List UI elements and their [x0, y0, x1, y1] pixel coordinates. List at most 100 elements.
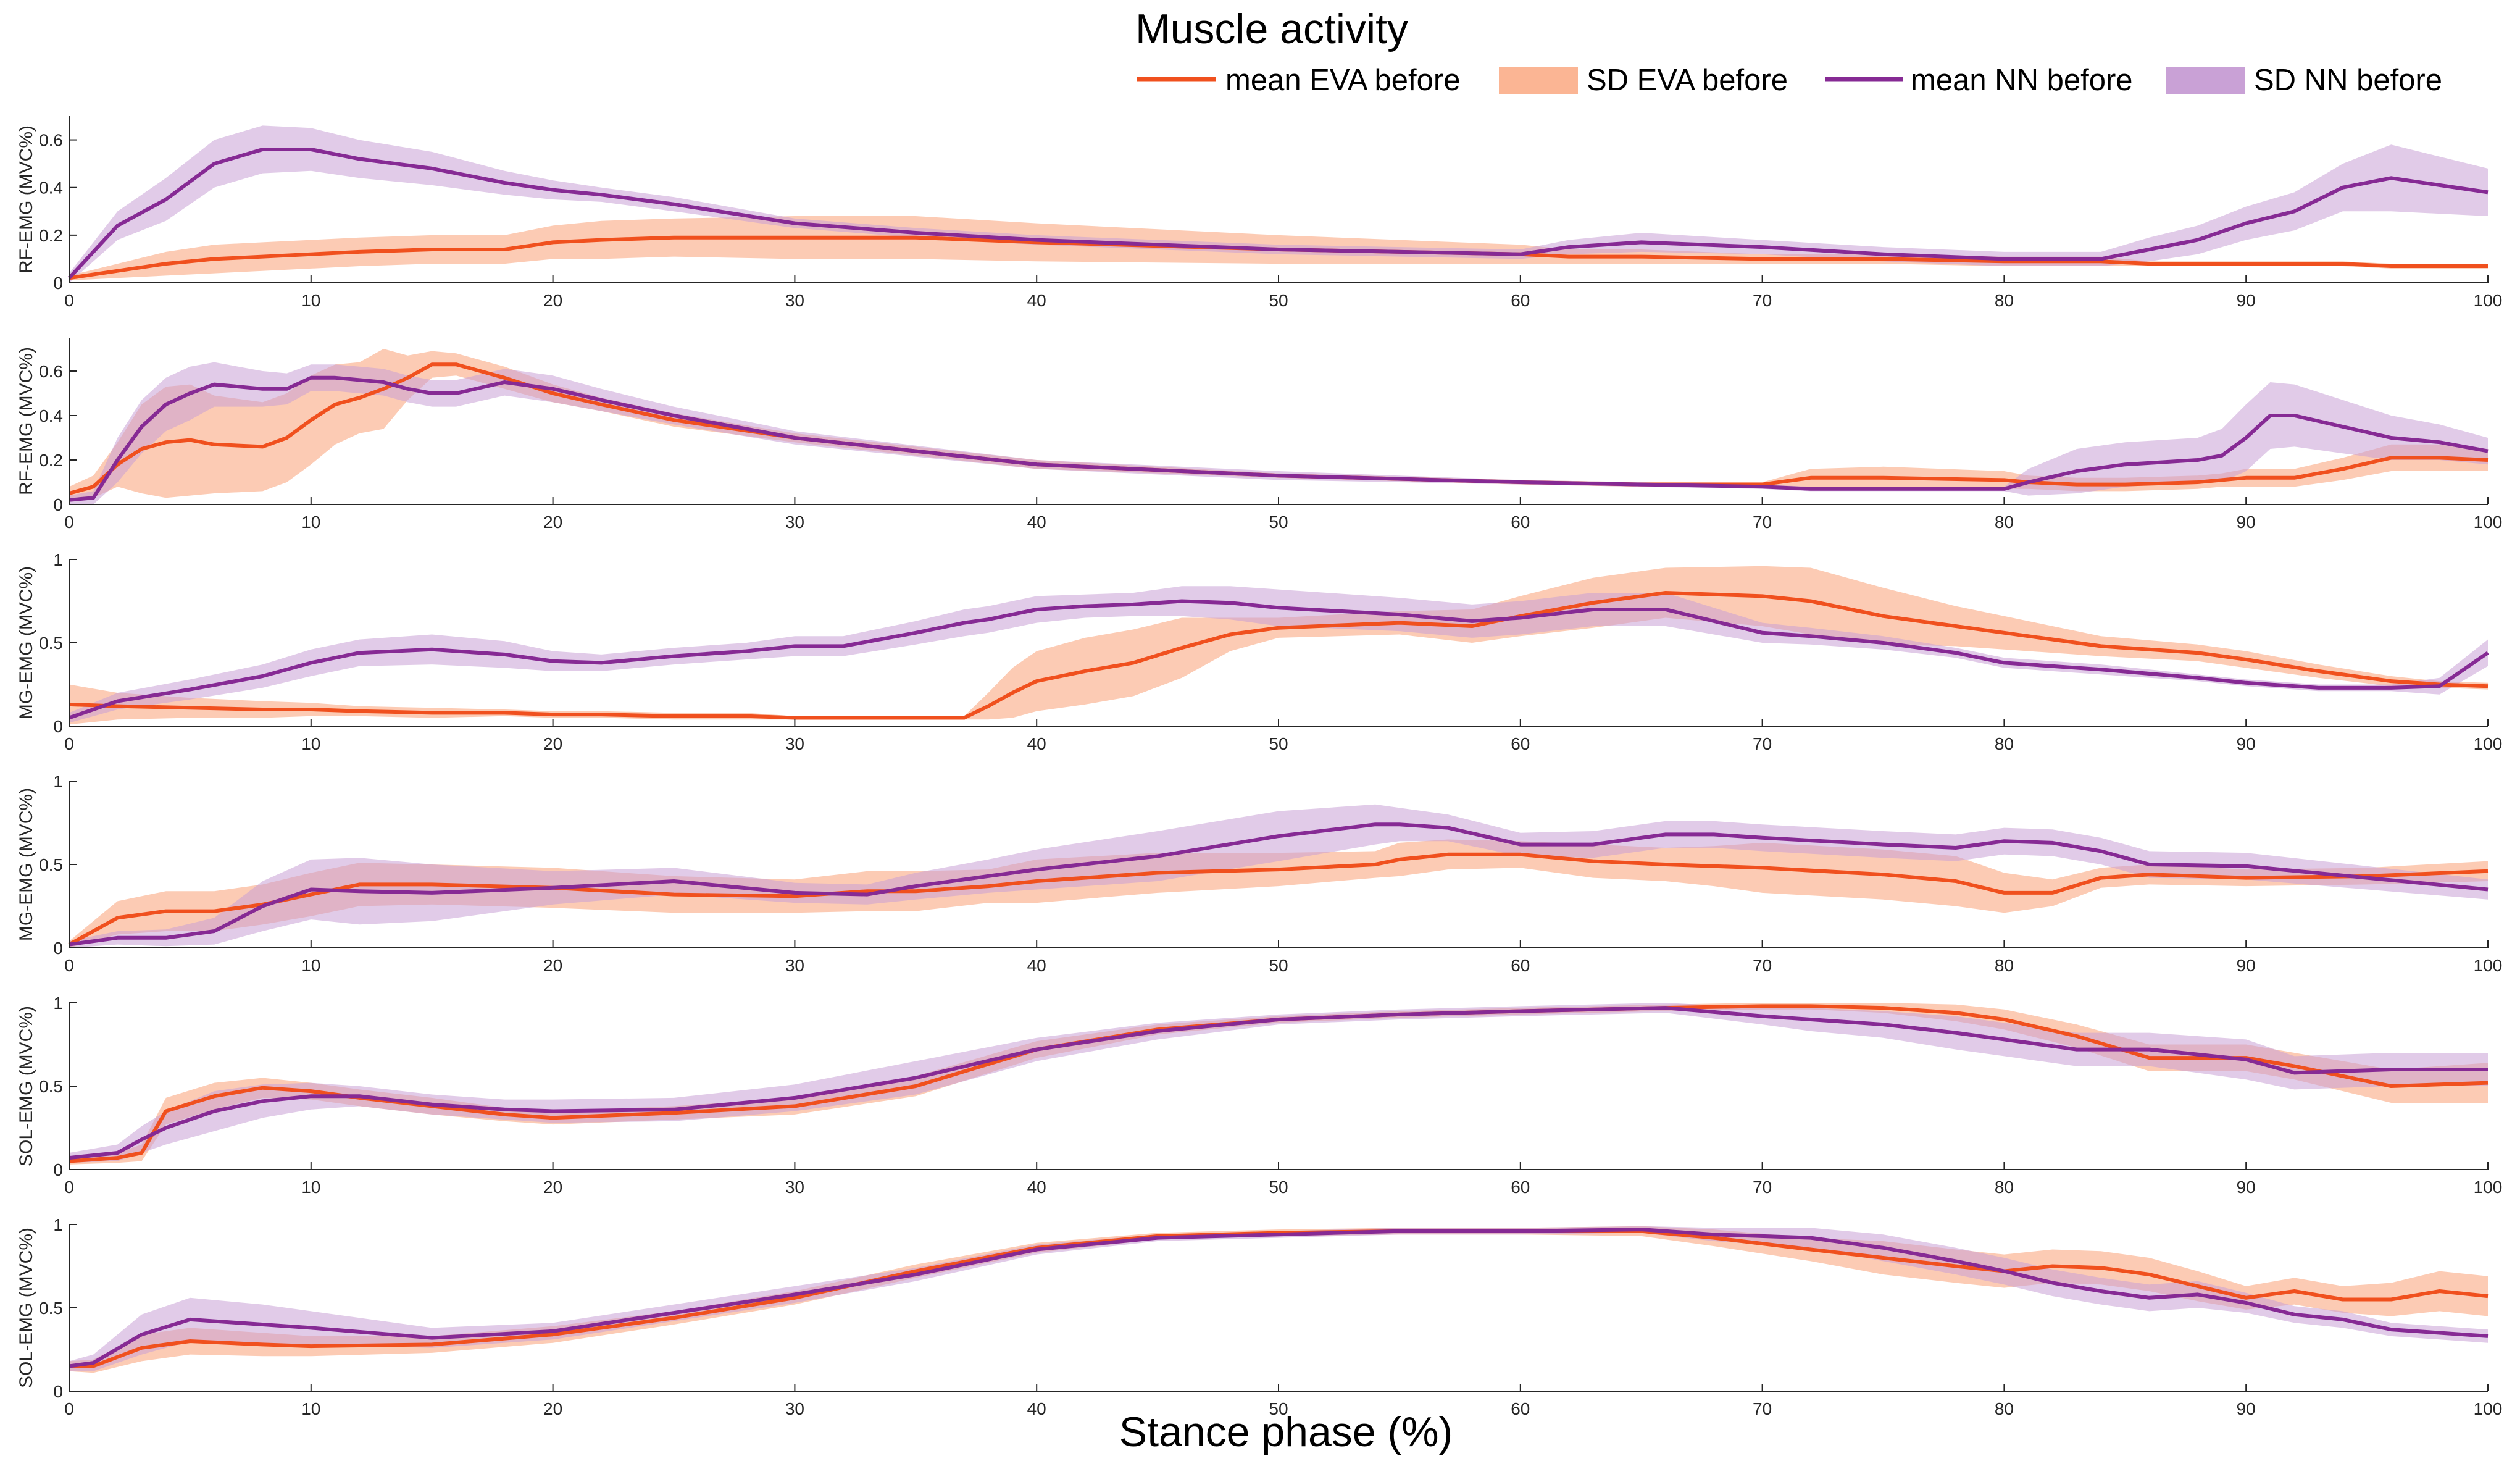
- x-tick-label: 0: [64, 956, 74, 975]
- x-tick-label: 90: [2237, 291, 2256, 310]
- mean-nn-line: [69, 1006, 2488, 1160]
- x-tick-label: 40: [1027, 291, 1046, 310]
- x-tick-label: 20: [543, 291, 562, 310]
- x-tick-label: 60: [1511, 734, 1530, 753]
- x-tick-label: 100: [2474, 1178, 2503, 1197]
- x-tick-label: 100: [2474, 1399, 2503, 1418]
- x-tick-label: 50: [1269, 956, 1288, 975]
- legend-label-mean-nn: mean NN before: [1911, 64, 2133, 97]
- y-tick-label: 1: [53, 1215, 63, 1234]
- y-tick-label: 0.2: [39, 451, 63, 470]
- mean-nn-line: [67, 148, 2489, 280]
- y-tick-label: 0: [53, 274, 63, 293]
- x-tick-label: 100: [2474, 291, 2503, 310]
- x-tick-label: 70: [1753, 734, 1772, 753]
- x-tick-label: 30: [785, 1399, 804, 1418]
- x-tick-label: 10: [301, 734, 320, 753]
- legend: mean EVA before SD EVA before mean NN be…: [1137, 64, 2442, 97]
- y-tick-label: 0.2: [39, 226, 63, 245]
- legend-label-mean-eva: mean EVA before: [1225, 64, 1460, 97]
- sd-eva-band: [69, 566, 2488, 725]
- x-tick-label: 60: [1511, 1399, 1530, 1418]
- sd-eva-band: [69, 1226, 2488, 1373]
- x-tick-label: 0: [64, 513, 74, 532]
- mean-eva-line: [69, 591, 2489, 720]
- sd-nn-band: [69, 586, 2488, 723]
- x-tick-label: 20: [543, 734, 562, 753]
- sd-eva-band: [69, 1003, 2488, 1165]
- chart-title: Muscle activity: [1135, 6, 1408, 52]
- legend-label-sd-nn: SD NN before: [2254, 64, 2442, 97]
- x-tick-label: 50: [1269, 513, 1288, 532]
- x-tick-label: 50: [1269, 1399, 1288, 1418]
- x-tick-label: 90: [2237, 734, 2256, 753]
- x-tick-label: 30: [785, 513, 804, 532]
- x-tick-label: 70: [1753, 956, 1772, 975]
- x-tick-label: 50: [1269, 1178, 1288, 1197]
- x-tick-label: 20: [543, 956, 562, 975]
- x-tick-label: 40: [1027, 1399, 1046, 1418]
- x-tick-label: 20: [543, 1399, 562, 1418]
- subplot-2: 0 0.2 0.4 0.6 0 10 20 30 40 50 60 70 80 90 100 RF-EMG (…: [16, 338, 2502, 532]
- x-tick-label: 80: [1995, 291, 2014, 310]
- x-tick-label: 30: [785, 734, 804, 753]
- sd-eva-band: [69, 349, 2488, 500]
- y-axis-label: MG-EMG (MVC%): [16, 566, 36, 719]
- y-tick-label: 1: [53, 772, 63, 791]
- mean-nn-line: [69, 375, 2489, 502]
- x-tick-label: 60: [1511, 956, 1530, 975]
- x-tick-label: 20: [543, 1178, 562, 1197]
- y-tick-label: 0.6: [39, 362, 63, 381]
- mean-eva-line: [69, 1004, 2489, 1163]
- y-tick-label: 0.6: [39, 131, 63, 150]
- y-axis-label: RF-EMG (MVC%): [16, 347, 36, 495]
- x-tick-label: 50: [1269, 291, 1288, 310]
- x-tick-label: 30: [785, 291, 804, 310]
- mean-nn-line: [69, 1228, 2489, 1368]
- x-tick-label: 10: [301, 1399, 320, 1418]
- mean-nn-line: [69, 822, 2489, 947]
- y-axis-label: SOL-EMG (MVC%): [16, 1228, 36, 1388]
- y-axis-label: SOL-EMG (MVC%): [16, 1006, 36, 1166]
- x-tick-label: 40: [1027, 513, 1046, 532]
- y-tick-label: 0: [53, 717, 63, 736]
- y-tick-label: 0.5: [39, 634, 63, 653]
- x-tick-label: 40: [1027, 956, 1046, 975]
- x-tick-label: 90: [2237, 1399, 2256, 1418]
- x-tick-label: 40: [1027, 734, 1046, 753]
- y-tick-label: 1: [53, 994, 63, 1013]
- x-tick-label: 30: [785, 956, 804, 975]
- x-tick-label: 60: [1511, 1178, 1530, 1197]
- x-tick-label: 20: [543, 513, 562, 532]
- x-tick-label: 30: [785, 1178, 804, 1197]
- y-tick-label: 0.5: [39, 1077, 63, 1096]
- y-tick-label: 1: [53, 550, 63, 569]
- x-tick-label: 100: [2474, 956, 2503, 975]
- x-tick-label: 90: [2237, 513, 2256, 532]
- y-axis-label: RF-EMG (MVC%): [16, 125, 36, 274]
- x-tick-label: 90: [2237, 956, 2256, 975]
- x-tick-label: 10: [301, 513, 320, 532]
- y-tick-label: 0.5: [39, 855, 63, 874]
- x-tick-label: 100: [2474, 513, 2503, 532]
- y-tick-label: 0.4: [39, 178, 63, 198]
- x-tick-label: 80: [1995, 513, 2014, 532]
- x-tick-label: 0: [64, 734, 74, 753]
- x-tick-label: 40: [1027, 1178, 1046, 1197]
- x-tick-label: 10: [301, 956, 320, 975]
- legend-swatch-sd-nn: [2166, 67, 2245, 94]
- mean-nn-line: [69, 599, 2489, 720]
- x-tick-label: 80: [1995, 956, 2014, 975]
- sd-nn-band: [69, 804, 2488, 948]
- x-tick-label: 0: [64, 1178, 74, 1197]
- y-tick-label: 0: [53, 1160, 63, 1179]
- x-tick-label: 10: [301, 1178, 320, 1197]
- x-tick-label: 70: [1753, 1178, 1772, 1197]
- sd-nn-band: [69, 125, 2488, 283]
- x-tick-label: 60: [1511, 291, 1530, 310]
